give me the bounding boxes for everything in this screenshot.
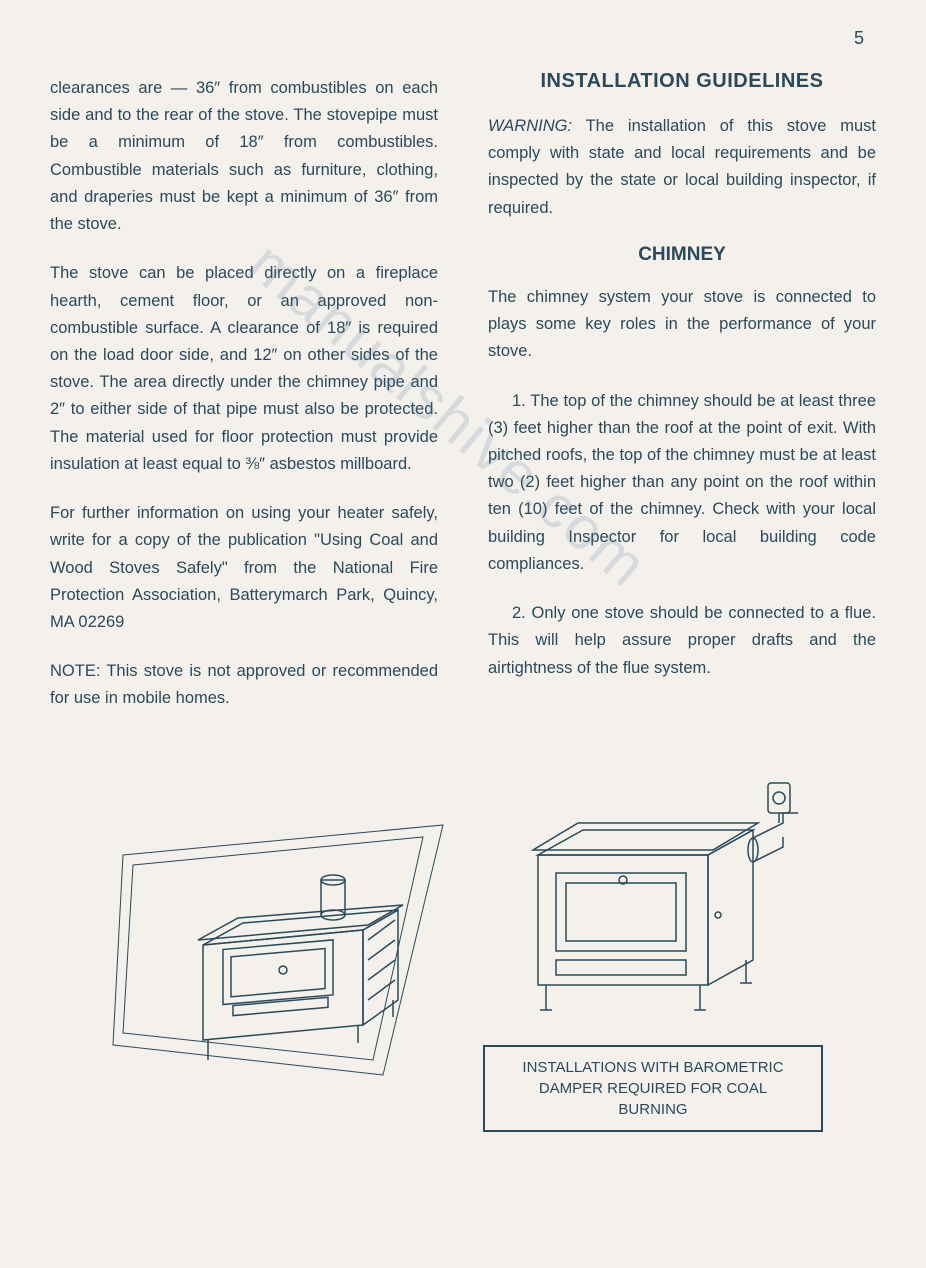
para-warning: WARNING: The installation of this stove …: [488, 113, 876, 222]
warning-label: WARNING:: [488, 117, 572, 135]
para-clearances: clearances are — 36″ from combustibles o…: [50, 75, 438, 238]
caption-box: INSTALLATIONS WITH BAROMETRIC DAMPER REQ…: [483, 1045, 823, 1132]
stove-right-icon: [498, 765, 808, 1025]
para-chimney-intro: The chimney system your stove is connect…: [488, 284, 876, 366]
para-chimney-1: 1. The top of the chimney should be at l…: [488, 388, 876, 579]
para-chimney-2: 2. Only one stove should be connected to…: [488, 600, 876, 682]
stove-left-icon: [103, 765, 463, 1085]
caption-line1: INSTALLATIONS WITH BAROMETRIC: [522, 1059, 783, 1076]
caption-line2: DAMPER REQUIRED FOR COAL BURNING: [539, 1080, 767, 1118]
stove-illustration-right-group: INSTALLATIONS WITH BAROMETRIC DAMPER REQ…: [483, 765, 823, 1132]
para-note: NOTE: This stove is not approved or reco…: [50, 658, 438, 712]
para-placement: The stove can be placed directly on a fi…: [50, 260, 438, 478]
heading-chimney: CHIMNEY: [488, 244, 876, 266]
illustrations-row: INSTALLATIONS WITH BAROMETRIC DAMPER REQ…: [50, 765, 876, 1132]
page-number: 5: [854, 28, 864, 49]
para-publication: For further information on using your he…: [50, 500, 438, 636]
left-column: clearances are — 36″ from combustibles o…: [50, 70, 438, 735]
heading-installation: INSTALLATION GUIDELINES: [488, 70, 876, 93]
content-area: clearances are — 36″ from combustibles o…: [50, 70, 876, 735]
right-column: INSTALLATION GUIDELINES WARNING: The ins…: [488, 70, 876, 735]
stove-illustration-left: [103, 765, 463, 1085]
